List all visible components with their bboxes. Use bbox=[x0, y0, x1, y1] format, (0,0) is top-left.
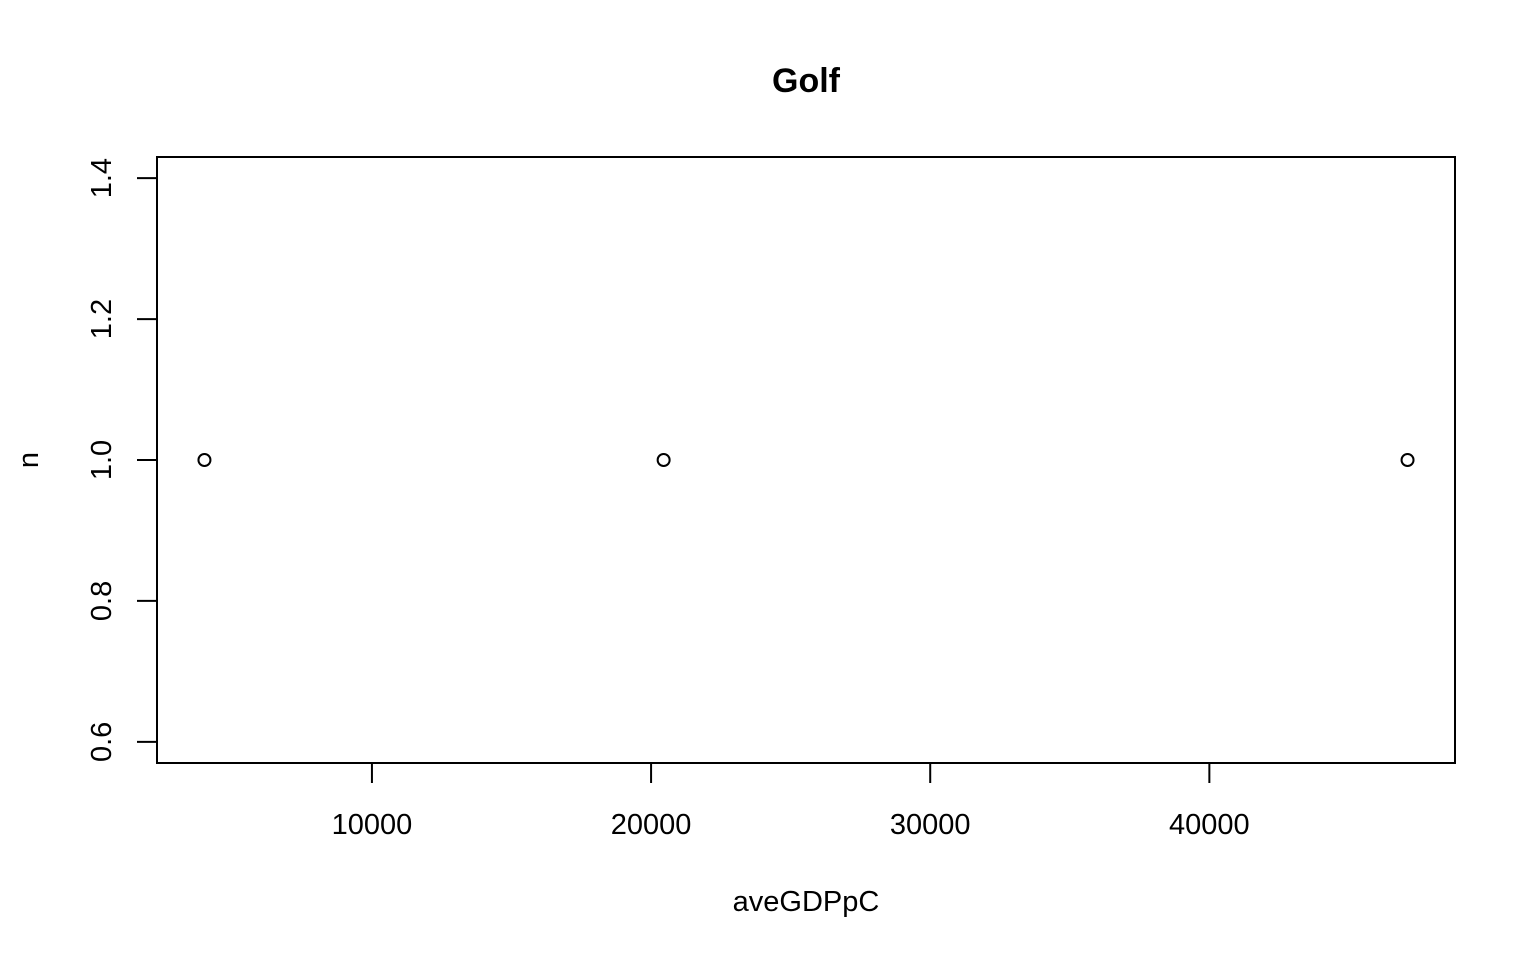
x-tick-label-1: 20000 bbox=[611, 809, 692, 841]
y-axis-label: n bbox=[13, 452, 45, 468]
data-point-0-0 bbox=[197, 453, 212, 467]
x-tick-label-0: 10000 bbox=[332, 809, 413, 841]
x-axis: 10000 20000 30000 40000 bbox=[332, 763, 1250, 841]
y-axis: 0.6 0.8 1.0 1.2 1.4 bbox=[86, 158, 157, 762]
x-tick-label-3: 40000 bbox=[1169, 809, 1250, 841]
chart-title: Golf bbox=[772, 62, 841, 100]
data-points bbox=[197, 453, 1415, 467]
y-tick-label-4: 1.4 bbox=[86, 158, 118, 198]
y-tick-label-1: 0.8 bbox=[86, 581, 118, 621]
x-tick-label-2: 30000 bbox=[890, 809, 971, 841]
data-point-0-2 bbox=[1400, 453, 1415, 467]
x-axis-label: aveGDPpC bbox=[733, 886, 880, 918]
data-point-0-1 bbox=[656, 453, 671, 467]
plot-frame bbox=[156, 156, 1456, 764]
y-tick-label-2: 1.0 bbox=[86, 440, 118, 480]
y-tick-label-0: 0.6 bbox=[86, 722, 118, 762]
y-tick-label-3: 1.2 bbox=[86, 299, 118, 339]
